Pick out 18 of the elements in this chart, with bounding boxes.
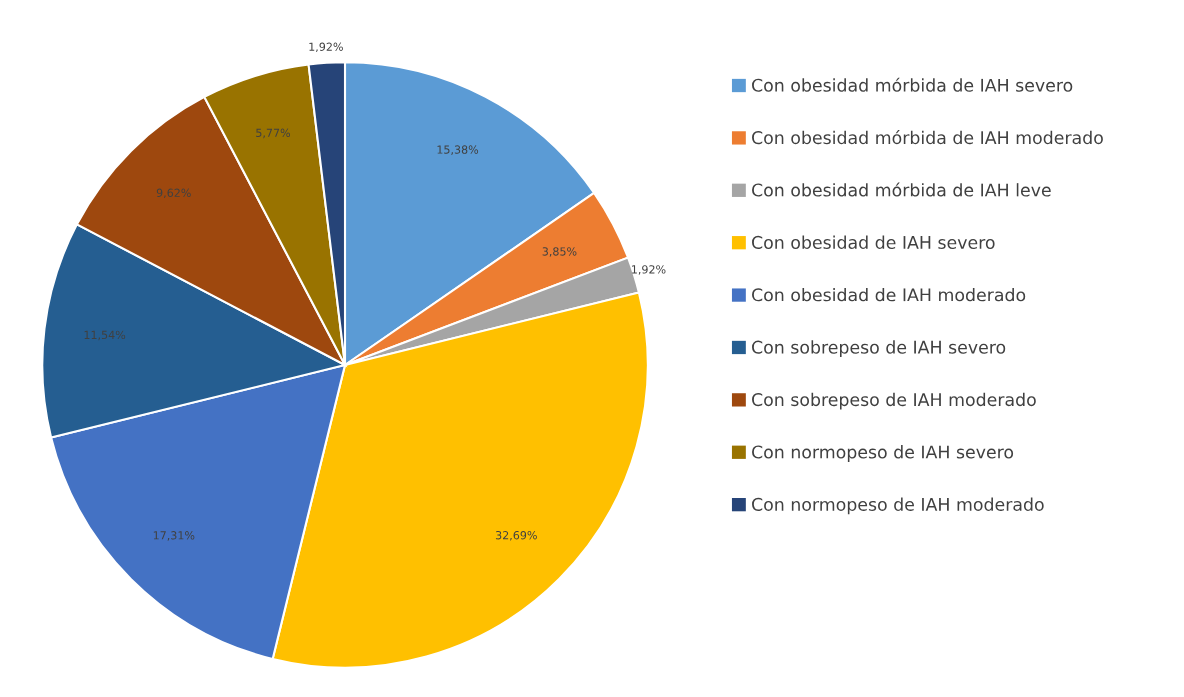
data-label: 5,77% bbox=[256, 128, 291, 139]
data-label: 9,62% bbox=[156, 188, 191, 199]
legend-label: Con obesidad mórbida de IAH severo bbox=[752, 77, 1073, 92]
legend-label: Con sobrepeso de IAH moderado bbox=[752, 392, 1036, 410]
data-label: 3,85% bbox=[542, 247, 577, 257]
legend-label: Con obesidad de IAH severo bbox=[752, 235, 995, 249]
legend-label: Con obesidad mórbida de IAH leve bbox=[752, 182, 1051, 197]
legend-label: Con sobrepeso de IAH severo bbox=[752, 340, 1006, 358]
data-label: 1,92% bbox=[309, 42, 343, 53]
legend-label: Con obesidad de IAH moderado bbox=[752, 287, 1026, 302]
legend-label: Con obesidad mórbida de IAH moderado bbox=[752, 130, 1103, 145]
data-label: 15,38% bbox=[437, 145, 479, 155]
data-label: 32,69% bbox=[495, 531, 537, 541]
data-label: 1,92% bbox=[632, 265, 666, 275]
data-label: 11,54% bbox=[84, 330, 126, 341]
legend-label: Con normopeso de IAH severo bbox=[752, 445, 1014, 462]
legend-label: Con normopeso de IAH moderado bbox=[752, 497, 1044, 515]
data-label: 17,31% bbox=[153, 531, 195, 541]
